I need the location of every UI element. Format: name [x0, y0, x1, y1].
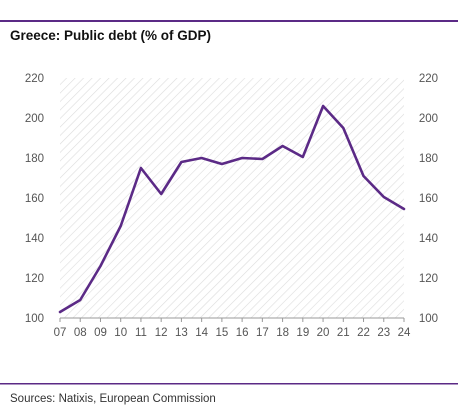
y-tick-label-left: 200 [25, 113, 44, 125]
x-tick-label: 19 [296, 327, 309, 339]
x-tick-label: 23 [377, 327, 390, 339]
y-axis-left: 100 120 140 160 180 200 220 [25, 73, 44, 325]
y-tick-label-left: 140 [25, 233, 44, 245]
y-tick-label-right: 200 [419, 113, 438, 125]
y-tick-label-right: 180 [419, 153, 438, 165]
plot-area-background [60, 78, 404, 318]
x-tick-label: 10 [114, 327, 127, 339]
x-tick-label: 11 [135, 327, 147, 339]
y-tick-label-left: 160 [25, 193, 44, 205]
top-rule [0, 20, 458, 22]
x-tick-label: 18 [276, 327, 289, 339]
chart-title: Greece: Public debt (% of GDP) [10, 28, 211, 43]
series-line-public-debt [58, 104, 406, 314]
x-tick-label: 12 [155, 327, 168, 339]
x-tick-label: 16 [236, 327, 249, 339]
y-tick-label-left: 220 [25, 73, 44, 85]
x-tick-label: 13 [175, 327, 188, 339]
x-tick-label: 20 [317, 327, 330, 339]
x-tick-label: 14 [195, 327, 208, 339]
x-tick-label: 17 [256, 327, 269, 339]
y-tick-label-left: 120 [25, 273, 44, 285]
y-axis-right: 100 120 140 160 180 200 220 [419, 73, 438, 325]
x-axis: 07 08 09 10 11 12 13 14 15 16 17 18 19 20 21 22 23 24 [54, 318, 411, 339]
y-tick-label-left: 180 [25, 153, 44, 165]
bottom-rule [0, 383, 458, 385]
x-tick-label: 22 [357, 327, 370, 339]
source-note: Sources: Natixis, European Commission [10, 393, 216, 405]
series-group [58, 104, 406, 314]
y-tick-label-right: 140 [419, 233, 438, 245]
y-tick-label-right: 220 [419, 73, 438, 85]
x-tick-label: 09 [94, 327, 107, 339]
x-tick-label: 07 [54, 327, 67, 339]
x-tick-label: 15 [215, 327, 228, 339]
x-tick-label: 21 [337, 327, 350, 339]
x-tick-label: 08 [74, 327, 87, 339]
x-tick-label: 24 [398, 327, 411, 339]
y-tick-label-left: 100 [25, 313, 44, 325]
y-tick-label-right: 160 [419, 193, 438, 205]
y-tick-label-right: 100 [419, 313, 438, 325]
y-tick-label-right: 120 [419, 273, 438, 285]
